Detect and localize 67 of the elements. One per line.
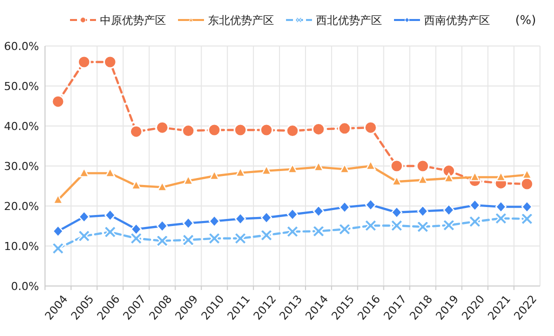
point xyxy=(468,215,482,228)
point xyxy=(234,123,248,137)
point xyxy=(520,212,534,226)
point xyxy=(391,206,402,218)
y-tick-label: 0.0% xyxy=(11,280,39,293)
point xyxy=(261,165,272,175)
point xyxy=(260,228,274,242)
point xyxy=(338,222,352,236)
point xyxy=(234,212,246,225)
point xyxy=(312,122,326,136)
point xyxy=(130,223,142,236)
point xyxy=(338,122,352,136)
point xyxy=(129,124,143,138)
legend-label: 西南优势产区 xyxy=(424,14,490,27)
legend-label: 中原优势产区 xyxy=(100,14,166,27)
y-tick-label: 10.0% xyxy=(4,240,39,253)
point xyxy=(416,159,430,173)
point xyxy=(339,201,350,214)
y-tick-label: 60.0% xyxy=(4,40,39,53)
point xyxy=(365,198,376,211)
point xyxy=(78,210,90,223)
point xyxy=(520,177,534,191)
point xyxy=(286,208,298,220)
point xyxy=(312,205,324,218)
point xyxy=(312,224,326,238)
text: (%) xyxy=(515,13,536,27)
point xyxy=(442,218,456,232)
point xyxy=(104,209,116,222)
y-tick-label: 20.0% xyxy=(4,200,39,213)
point xyxy=(208,232,221,245)
point xyxy=(51,242,65,255)
point xyxy=(260,123,274,137)
point xyxy=(286,124,300,138)
point xyxy=(364,219,378,232)
point xyxy=(286,225,300,238)
point xyxy=(416,220,430,234)
legend-label: 西北优势产区 xyxy=(316,14,382,27)
point xyxy=(234,232,247,245)
point xyxy=(77,229,91,243)
point xyxy=(444,172,454,182)
point xyxy=(495,200,507,213)
legend-label: 东北优势产区 xyxy=(208,14,274,27)
point xyxy=(104,225,117,239)
point xyxy=(52,225,64,238)
y-tick-label: 50.0% xyxy=(4,80,39,93)
point xyxy=(390,219,404,232)
point xyxy=(521,200,533,213)
y-tick-label: 30.0% xyxy=(4,160,39,173)
point xyxy=(130,232,143,245)
point xyxy=(103,55,117,69)
point xyxy=(260,212,272,224)
point xyxy=(182,233,195,247)
point xyxy=(156,234,169,248)
point xyxy=(51,94,65,108)
point xyxy=(469,199,480,212)
point xyxy=(77,55,91,69)
point xyxy=(417,205,428,218)
point xyxy=(364,120,378,134)
y-tick-label: 40.0% xyxy=(4,120,39,133)
point xyxy=(208,123,222,137)
point xyxy=(182,124,196,138)
point xyxy=(208,215,220,228)
point xyxy=(390,159,404,173)
point xyxy=(443,204,454,216)
point xyxy=(182,217,194,230)
point xyxy=(155,120,169,134)
point xyxy=(494,212,508,225)
